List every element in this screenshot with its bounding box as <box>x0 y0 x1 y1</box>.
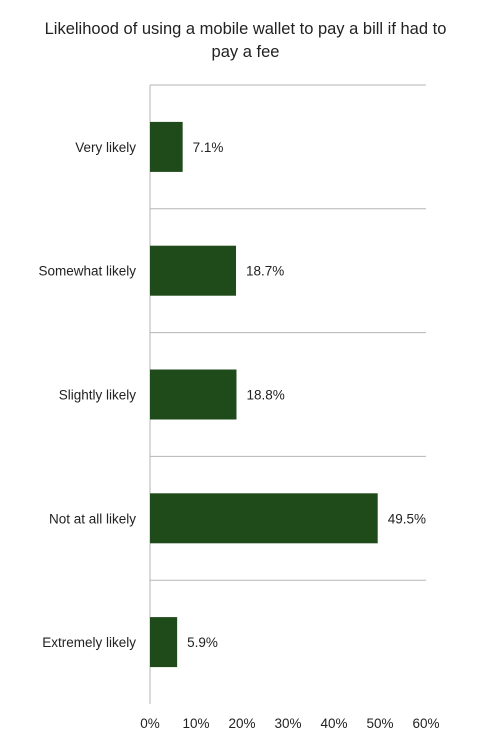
x-tick-label: 40% <box>320 716 347 731</box>
category-label: Not at all likely <box>49 511 136 526</box>
x-tick-label: 30% <box>274 716 301 731</box>
x-tick-label: 20% <box>228 716 255 731</box>
bar <box>150 369 237 420</box>
data-label: 18.7% <box>246 264 284 279</box>
bar <box>150 493 378 544</box>
bar <box>150 121 183 172</box>
bar <box>150 617 178 668</box>
data-label: 5.9% <box>187 635 218 650</box>
x-tick-label: 10% <box>182 716 209 731</box>
data-label: 49.5% <box>388 511 426 526</box>
category-label: Somewhat likely <box>38 264 136 279</box>
category-label: Slightly likely <box>59 388 137 403</box>
chart-title: Likelihood of using a mobile wallet to p… <box>44 20 447 61</box>
x-tick-label: 0% <box>140 716 160 731</box>
bar <box>150 245 237 296</box>
category-label: Extremely likely <box>42 635 136 650</box>
x-tick-label: 60% <box>412 716 439 731</box>
x-tick-label: 50% <box>366 716 393 731</box>
category-label: Very likely <box>75 140 136 155</box>
data-label: 18.8% <box>246 388 284 403</box>
data-label: 7.1% <box>193 140 224 155</box>
